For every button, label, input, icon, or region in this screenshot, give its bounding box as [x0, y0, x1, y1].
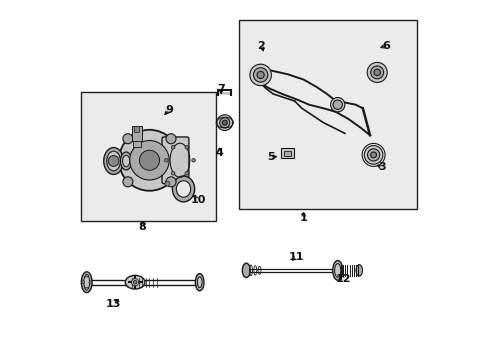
Text: 11: 11 [288, 252, 304, 262]
Circle shape [184, 171, 188, 175]
Circle shape [122, 177, 133, 187]
Circle shape [129, 140, 169, 180]
Circle shape [164, 181, 169, 186]
Text: 7: 7 [217, 84, 224, 94]
Circle shape [131, 279, 139, 286]
Ellipse shape [242, 263, 250, 278]
Circle shape [330, 98, 344, 112]
Text: 9: 9 [165, 105, 173, 115]
Circle shape [139, 150, 159, 170]
Ellipse shape [176, 181, 190, 197]
Circle shape [222, 120, 227, 125]
Circle shape [171, 145, 175, 149]
Ellipse shape [120, 152, 132, 170]
Circle shape [249, 64, 271, 86]
Circle shape [108, 156, 119, 166]
Ellipse shape [103, 148, 123, 175]
Bar [218, 92, 231, 95]
Ellipse shape [334, 264, 340, 277]
Circle shape [370, 66, 383, 79]
Circle shape [217, 115, 232, 131]
Bar [132, 126, 142, 140]
Bar [281, 148, 293, 158]
Circle shape [122, 134, 133, 144]
Circle shape [184, 145, 188, 149]
Circle shape [370, 152, 376, 158]
Circle shape [85, 287, 88, 290]
Ellipse shape [332, 261, 342, 280]
Circle shape [89, 281, 92, 284]
Circle shape [171, 171, 175, 175]
Circle shape [366, 62, 386, 82]
Circle shape [165, 134, 176, 144]
Text: 13: 13 [106, 299, 121, 309]
Circle shape [85, 274, 88, 277]
Text: 3: 3 [378, 162, 386, 172]
Bar [239, 21, 416, 209]
Circle shape [81, 281, 84, 284]
Bar [133, 141, 140, 147]
Circle shape [367, 149, 379, 161]
Circle shape [164, 158, 168, 162]
Text: 8: 8 [138, 222, 146, 231]
Ellipse shape [195, 274, 203, 291]
Circle shape [253, 68, 267, 82]
Circle shape [257, 71, 264, 78]
Text: 10: 10 [190, 195, 205, 205]
Text: 2: 2 [257, 41, 264, 50]
Circle shape [332, 100, 342, 109]
Bar [284, 150, 290, 156]
Circle shape [373, 69, 380, 76]
FancyBboxPatch shape [162, 137, 188, 184]
Text: 5: 5 [267, 152, 275, 162]
Text: 4: 4 [215, 148, 223, 158]
Ellipse shape [355, 265, 362, 276]
Ellipse shape [106, 151, 120, 171]
Ellipse shape [81, 272, 92, 293]
Circle shape [364, 145, 382, 164]
Circle shape [219, 118, 229, 128]
Ellipse shape [125, 275, 144, 289]
Circle shape [191, 158, 195, 162]
Ellipse shape [122, 155, 129, 167]
Text: 12: 12 [335, 274, 350, 284]
Ellipse shape [83, 275, 89, 290]
Bar [81, 92, 215, 221]
Ellipse shape [172, 176, 194, 202]
Ellipse shape [197, 277, 202, 288]
Circle shape [165, 177, 176, 187]
Circle shape [133, 280, 137, 284]
Text: 6: 6 [382, 41, 389, 50]
Text: 1: 1 [299, 213, 307, 222]
Circle shape [119, 130, 180, 191]
Bar [134, 126, 139, 132]
